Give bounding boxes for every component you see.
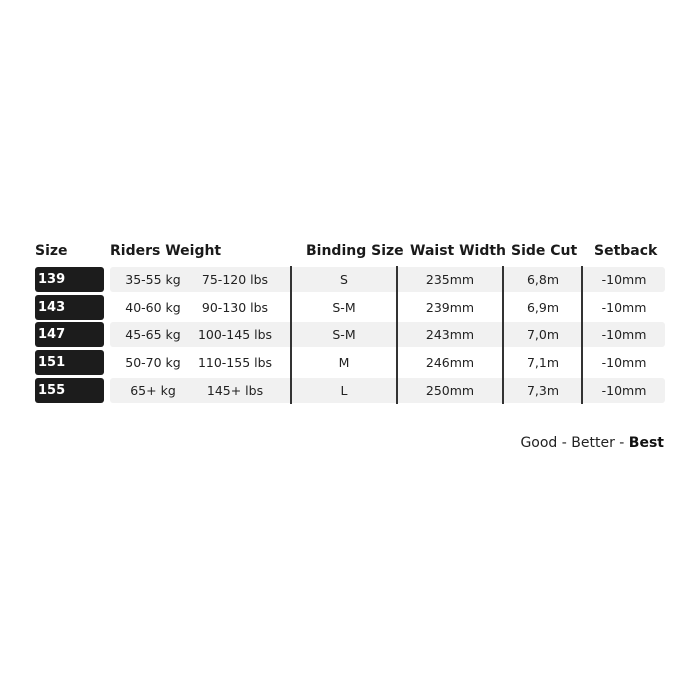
cell-weight-kg: 65+ kg	[130, 382, 176, 398]
row-stripe	[110, 267, 665, 292]
cell-waist-width: 243mm	[425, 327, 475, 343]
cell-weight-lbs: 110-155 lbs	[197, 355, 273, 371]
cell-binding-size: S	[340, 272, 348, 287]
cell-weight-kg: 50-70 kg	[125, 355, 181, 371]
table-row: 139 35-55 kg 75-120 lbs S 235mm 6,8m -10mm	[35, 267, 665, 292]
header-riders-weight: Riders Weight	[110, 243, 222, 259]
size-badge: 147	[35, 322, 104, 348]
separator: -	[557, 435, 572, 451]
cell-weight-kg: 35-55 kg	[125, 272, 181, 287]
column-divider	[502, 266, 504, 404]
cell-side-cut: 6,8m	[526, 272, 560, 287]
cell-weight-lbs: 145+ lbs	[206, 382, 264, 398]
cell-side-cut: 7,1m	[526, 355, 560, 371]
cell-weight-lbs: 90-130 lbs	[201, 299, 269, 315]
cell-weight-kg: 45-65 kg	[125, 327, 181, 343]
column-divider	[290, 266, 292, 404]
size-badge: 139	[35, 267, 104, 292]
cell-binding-size: S-M	[332, 327, 356, 343]
size-badge: 143	[35, 294, 104, 320]
cell-binding-size: L	[340, 382, 348, 398]
cell-setback: -10mm	[601, 272, 647, 287]
cell-side-cut: 6,9m	[526, 299, 560, 315]
cell-side-cut: 7,0m	[526, 327, 560, 343]
rating-good: Good	[520, 435, 558, 451]
header-size: Size	[35, 243, 68, 259]
cell-binding-size: M	[338, 355, 350, 371]
cell-setback: -10mm	[601, 355, 647, 371]
row-stripe	[110, 377, 665, 403]
table-row: 143 40-60 kg 90-130 lbs S-M 239mm 6,9m -10mm	[35, 294, 665, 320]
cell-side-cut: 7,3m	[526, 382, 560, 398]
cell-binding-size: S-M	[332, 299, 356, 315]
cell-waist-width: 235mm	[425, 272, 475, 287]
size-badge: 155	[35, 377, 104, 403]
table-row: 151 50-70 kg 110-155 lbs M 246mm 7,1m -10mm	[35, 350, 665, 376]
cell-setback: -10mm	[601, 327, 647, 343]
rating-better: Better	[571, 435, 615, 451]
cell-waist-width: 250mm	[425, 382, 475, 398]
size-badge: 151	[35, 350, 104, 376]
table-row: 155 65+ kg 145+ lbs L 250mm 7,3m -10mm	[35, 377, 665, 403]
column-divider	[396, 266, 398, 404]
cell-weight-lbs: 100-145 lbs	[197, 327, 273, 343]
header-setback: Setback	[594, 243, 658, 259]
cell-weight-lbs: 75-120 lbs	[201, 272, 269, 287]
cell-waist-width: 246mm	[425, 355, 475, 371]
table-row: 147 45-65 kg 100-145 lbs S-M 243mm 7,0m -10mm	[35, 322, 665, 348]
cell-weight-kg: 40-60 kg	[125, 299, 181, 315]
rating-legend: Good - Better - Best	[520, 435, 664, 451]
cell-setback: -10mm	[601, 382, 647, 398]
cell-waist-width: 239mm	[425, 299, 475, 315]
column-divider	[581, 266, 583, 404]
rating-best: Best	[628, 435, 664, 451]
header-side-cut: Side Cut	[511, 243, 578, 259]
header-waist-width: Waist Width	[410, 243, 507, 259]
row-stripe	[110, 322, 665, 348]
separator: -	[614, 435, 629, 451]
cell-setback: -10mm	[601, 299, 647, 315]
header-binding-size: Binding Size	[306, 243, 404, 259]
